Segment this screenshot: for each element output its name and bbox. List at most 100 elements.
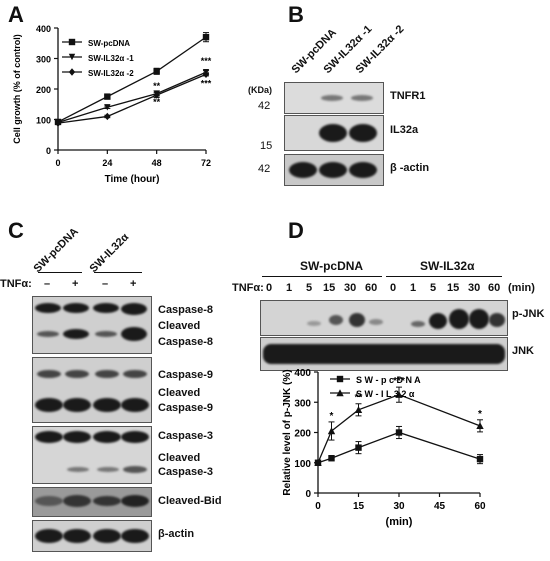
panel-letter-c: C	[8, 218, 24, 243]
series-line	[57, 71, 207, 124]
data-point	[202, 70, 210, 79]
y-tick-label: 0	[305, 489, 311, 500]
y-tick-label: 300	[294, 398, 311, 409]
kda-label: (KDa)	[248, 85, 272, 95]
panel-letter-a: A	[8, 2, 24, 27]
x-tick-label: 0	[315, 501, 321, 512]
y-tick-label: 100	[36, 116, 51, 126]
significance-label: **	[153, 81, 161, 91]
significance-label: ***	[201, 56, 212, 66]
legend-marker	[68, 53, 76, 61]
blot-c-label-caspase-9: Caspase-9	[158, 369, 214, 381]
data-point	[153, 91, 160, 99]
blot-c-label-cleaved-caspase-8: Caspase-8	[158, 336, 214, 348]
blot-c-label-caspase-8: Caspase-8	[158, 304, 214, 316]
data-point	[327, 427, 336, 435]
group-underline-d-il32a	[386, 276, 502, 277]
x-axis-label: (min)	[386, 516, 413, 528]
data-point	[104, 104, 111, 111]
blot-label-b-actin: β -actin	[390, 162, 430, 174]
y-tick-label: 400	[36, 24, 51, 34]
blot-c-label-cleaved-9: Cleaved	[158, 387, 201, 399]
x-tick-label: 15	[353, 501, 365, 512]
blot-c-b-actin	[32, 520, 152, 552]
group-label-d-pcdna: SW-pcDNA	[300, 259, 364, 273]
y-axis-label: Cell growth (% of control)	[12, 34, 22, 144]
blot-label-il32a: IL32a	[390, 124, 419, 136]
legend-label: SW-IL32α -2	[88, 69, 134, 78]
x-tick-label: 30	[393, 501, 405, 512]
blot-tnfr1	[284, 82, 384, 114]
legend-marker	[336, 389, 344, 397]
legend-marker	[336, 375, 344, 383]
time-label: 30	[468, 282, 481, 294]
panel-letter-d: D	[288, 218, 304, 243]
time-label: 1	[286, 282, 293, 294]
data-point	[104, 93, 111, 100]
series-line	[57, 73, 207, 124]
y-axis-label: Relative level of p-JNK (%)	[282, 369, 293, 495]
cell-growth-chart: 0 100 200 300 400 0 24 48 72 Time (hour) Cell grow…	[12, 24, 212, 185]
y-tick-label: 300	[36, 55, 51, 65]
time-label: 60	[365, 282, 378, 294]
significance-label: *	[478, 409, 482, 420]
significance-label: **	[355, 393, 363, 404]
group-label-d-il32a: SW-IL32α	[420, 259, 475, 273]
group-underline-il32a	[94, 272, 142, 273]
data-point	[355, 444, 362, 451]
x-tick-label: 45	[434, 501, 446, 512]
data-point	[328, 455, 335, 462]
group-underline-pcdna	[38, 272, 82, 273]
x-axis-label: Time (hour)	[105, 174, 160, 185]
legend-label: S W - I L 3 2 α	[356, 389, 415, 399]
blot-c-label-cleaved-bid: Cleaved-Bid	[158, 495, 222, 507]
tnf-label-d: TNFα:	[232, 282, 264, 294]
marker-42-bottom: 42	[258, 163, 271, 175]
time-label: 1	[410, 282, 417, 294]
blot-c-label-b-actin: β-actin	[158, 528, 195, 540]
legend-label: SW-pcDNA	[88, 39, 130, 48]
legend-label: SW-IL32α -1	[88, 54, 134, 63]
tnf-sign-2: +	[72, 278, 79, 290]
blot-d-label-p-jnk: p-JNK	[512, 308, 545, 320]
legend-marker	[68, 38, 76, 46]
data-point	[314, 459, 322, 466]
time-label: 15	[323, 282, 336, 294]
tnf-label-c: TNFα:	[0, 278, 32, 290]
blot-b-actin	[284, 154, 384, 186]
panel-letter-b: B	[288, 2, 304, 27]
data-point	[395, 390, 403, 398]
blot-c-label-cleaved-8: Cleaved	[158, 320, 201, 332]
y-tick-label: 200	[294, 429, 311, 440]
data-point	[354, 406, 363, 414]
x-tick-label: 60	[474, 501, 486, 512]
blot-c-label-cleaved-caspase-3: Caspase-3	[158, 466, 214, 478]
data-point	[104, 112, 111, 121]
y-tick-label: 200	[36, 85, 51, 95]
blot-caspase-3	[32, 426, 152, 484]
significance-label: ***	[393, 376, 405, 387]
time-label: 5	[306, 282, 313, 294]
data-point	[476, 422, 484, 430]
time-label: 30	[344, 282, 357, 294]
time-unit: (min)	[508, 282, 535, 294]
time-label: 0	[266, 282, 273, 294]
tnf-sign-3: –	[102, 278, 109, 290]
legend-label: S W - p c D N A	[356, 375, 421, 385]
time-label: 60	[488, 282, 501, 294]
significance-label: ***	[201, 79, 212, 89]
tnf-sign-4: +	[130, 278, 137, 290]
blot-c-label-cleaved-3: Cleaved	[158, 452, 201, 464]
data-point	[476, 455, 484, 463]
legend-marker	[68, 68, 76, 76]
significance-label: **	[153, 97, 161, 107]
data-point	[153, 68, 160, 75]
data-point	[395, 429, 403, 436]
series-line	[57, 36, 207, 123]
blot-caspase-9	[32, 357, 152, 423]
blot-c-label-caspase-3: Caspase-3	[158, 430, 214, 442]
blot-il32a	[284, 115, 384, 151]
blot-cleaved-bid	[32, 487, 152, 517]
x-tick-label: 72	[201, 158, 211, 168]
p-jnk-chart: 0 100 200 300 400 0 15 30 45 60 (min) Relative leve…	[282, 368, 486, 528]
